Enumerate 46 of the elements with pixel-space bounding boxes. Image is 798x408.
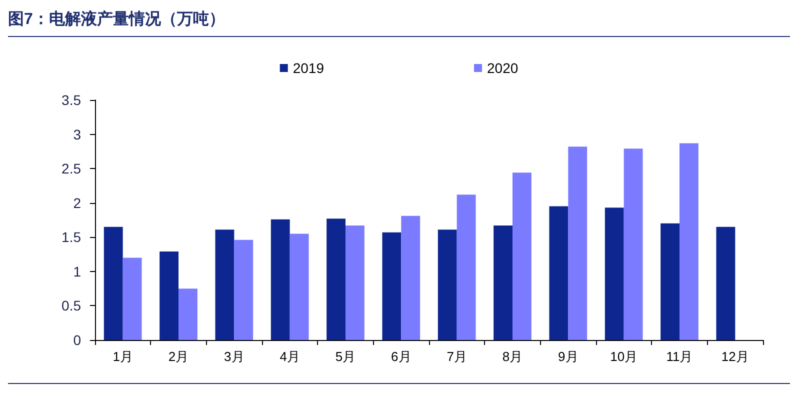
legend-label: 2019 bbox=[292, 60, 324, 76]
y-tick-label: 3.5 bbox=[62, 92, 82, 108]
x-tick-label: 11月 bbox=[666, 349, 693, 364]
bar bbox=[270, 219, 290, 340]
x-tick-label: 9月 bbox=[558, 349, 578, 364]
bar bbox=[438, 230, 457, 340]
bar bbox=[290, 234, 309, 340]
x-tick-label: 1月 bbox=[112, 349, 133, 364]
y-tick-label: 1.5 bbox=[62, 229, 82, 246]
x-tick-label: 8月 bbox=[502, 349, 523, 364]
legend-label: 2020 bbox=[487, 60, 518, 76]
bar bbox=[660, 223, 680, 340]
bar bbox=[401, 216, 420, 340]
y-tick-label: 1 bbox=[73, 263, 82, 280]
bar bbox=[494, 225, 512, 340]
x-tick-label: 5月 bbox=[335, 349, 356, 364]
bar bbox=[326, 218, 346, 340]
y-tick-label: 0 bbox=[73, 332, 82, 348]
bar bbox=[456, 194, 476, 340]
bar bbox=[549, 206, 568, 340]
y-tick-label: 2 bbox=[73, 194, 82, 211]
bar bbox=[680, 143, 698, 340]
bar bbox=[160, 252, 178, 340]
bar bbox=[624, 148, 643, 340]
bar bbox=[122, 258, 142, 340]
bar bbox=[512, 172, 532, 340]
bar bbox=[382, 232, 402, 340]
bar bbox=[568, 146, 588, 340]
y-tick-label: 2.5 bbox=[62, 160, 82, 177]
x-tick-label: 10月 bbox=[610, 349, 638, 364]
bar bbox=[234, 240, 254, 340]
x-tick-label: 12月 bbox=[721, 349, 749, 364]
bar bbox=[716, 226, 736, 340]
bar bbox=[604, 208, 624, 340]
x-tick-label: 3月 bbox=[224, 349, 244, 364]
chart-title: 图7：电解液产量情况（万吨） bbox=[8, 11, 225, 28]
bar bbox=[104, 226, 123, 340]
bar bbox=[178, 288, 198, 340]
bar bbox=[346, 225, 364, 340]
x-tick-label: 7月 bbox=[446, 349, 467, 364]
x-tick-label: 6月 bbox=[391, 349, 412, 364]
x-tick-label: 4月 bbox=[280, 349, 300, 364]
y-tick-label: 3 bbox=[73, 126, 82, 142]
y-tick-label: 0.5 bbox=[62, 298, 82, 314]
bar bbox=[215, 230, 234, 340]
x-tick-label: 2月 bbox=[168, 349, 189, 364]
